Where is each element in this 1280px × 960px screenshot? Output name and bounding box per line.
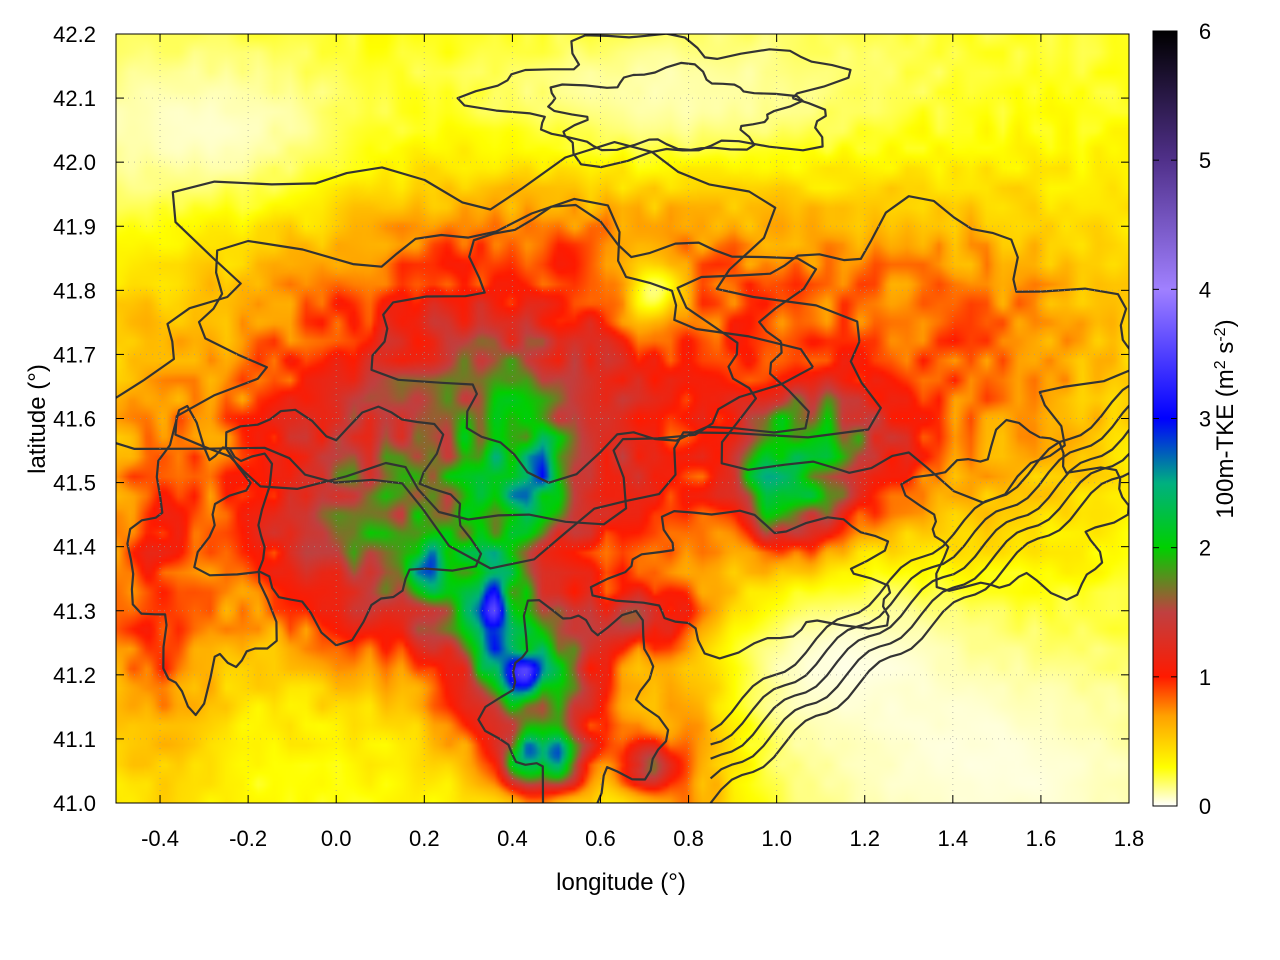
y-tick-labels: 41.0 41.1 41.2 41.3 41.4 41.5 41.6 41.7 41.8 41.9… [53, 22, 96, 816]
x-axis-label: longitude (°) [556, 869, 686, 896]
x-tick-label: -0.4 [141, 826, 179, 851]
contour-line [710, 404, 1129, 746]
x-tick-label: 1.6 [1026, 826, 1057, 851]
y-axis-label: latitude (°) [24, 364, 51, 474]
colorbar-label: 100m-TKE (m2 s-2) [1212, 319, 1240, 518]
colorbar-tick-label: 3 [1199, 407, 1211, 432]
x-tick-label: 0.8 [673, 826, 704, 851]
contour-line [126, 404, 278, 717]
contour-line [174, 197, 814, 526]
contour-line [709, 384, 1129, 732]
colorbar-tick-label: 0 [1199, 794, 1211, 819]
contour-line [477, 599, 670, 803]
contour-line [676, 195, 1129, 504]
x-tick-label: 1.4 [938, 826, 969, 851]
y-tick-label: 41.0 [53, 791, 96, 816]
y-tick-label: 41.7 [53, 342, 96, 367]
contour-line [900, 418, 1129, 601]
colorbar-tick-label: 4 [1199, 277, 1211, 302]
contour-line [370, 203, 818, 484]
axis-ticks [116, 33, 1130, 804]
x-tick-label: 0.6 [585, 826, 616, 851]
y-tick-label: 41.1 [53, 727, 96, 752]
x-tick-label: 0.0 [321, 826, 352, 851]
terrain-contours [116, 34, 1129, 803]
colorbar-tick-label: 2 [1199, 536, 1211, 561]
colorbar-tick-label: 1 [1199, 665, 1211, 690]
y-tick-label: 42.0 [53, 150, 96, 175]
y-tick-label: 41.9 [53, 214, 96, 239]
colorbar-tick-label: 6 [1199, 19, 1211, 44]
contour-line [456, 34, 852, 169]
y-tick-label: 42.2 [53, 22, 96, 47]
y-tick-label: 41.8 [53, 278, 96, 303]
contour-line [709, 472, 1129, 803]
contour-line [116, 141, 882, 570]
x-tick-label: 0.2 [409, 826, 440, 851]
colorbar-ticks [1153, 30, 1177, 807]
colorbar-tick-label: 5 [1199, 148, 1211, 173]
colorbar-tick-labels: 0 1 2 3 4 5 6 [1199, 19, 1211, 819]
x-tick-label: 1.8 [1114, 826, 1145, 851]
y-tick-label: 42.1 [53, 86, 96, 111]
contour-line [710, 428, 1129, 760]
x-tick-label: -0.2 [229, 826, 267, 851]
contour-line [193, 405, 483, 647]
contour-line [589, 509, 892, 660]
contour-line [709, 452, 1129, 780]
x-tick-label: 1.2 [849, 826, 880, 851]
y-tick-label: 41.4 [53, 535, 96, 560]
y-tick-label: 41.2 [53, 663, 96, 688]
contour-line [547, 61, 804, 152]
y-tick-label: 41.3 [53, 599, 96, 624]
y-tick-label: 41.5 [53, 471, 96, 496]
x-tick-label: 1.0 [761, 826, 792, 851]
colorbar: 0 1 2 3 4 5 6 100m-TKE (m2 s-2) [1152, 19, 1240, 819]
x-tick-label: 0.4 [497, 826, 528, 851]
y-tick-label: 41.6 [53, 407, 96, 432]
x-tick-labels: -0.4 -0.2 0.0 0.2 0.4 0.6 0.8 1.0 1.2 1.4 1.6 1.8 [141, 826, 1144, 851]
